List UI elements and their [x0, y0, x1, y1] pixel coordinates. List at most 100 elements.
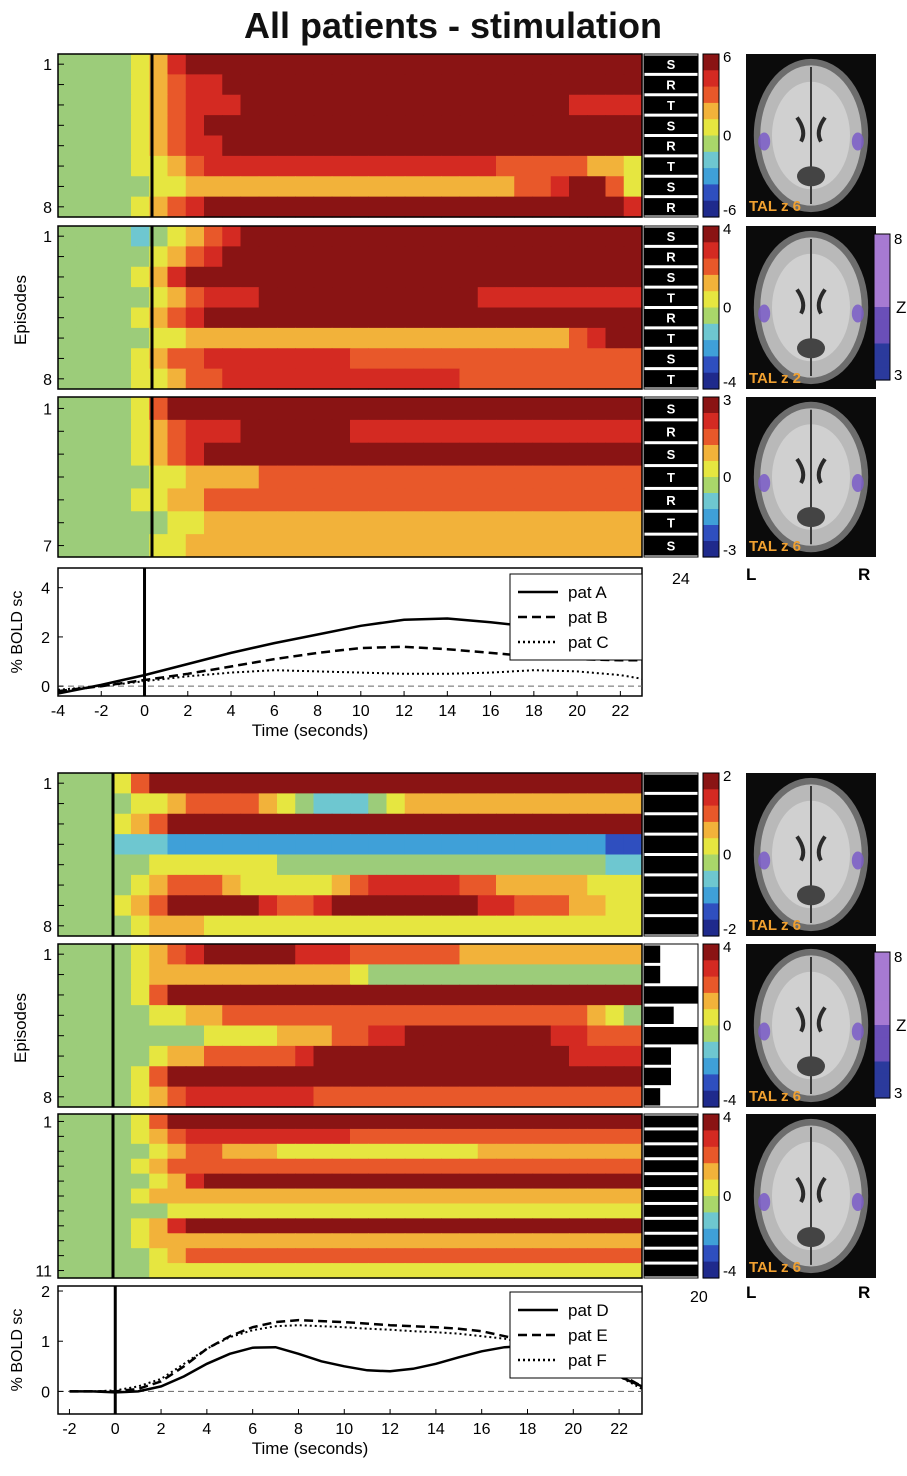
z-colorbar-segment [874, 1061, 890, 1075]
heat-cell [404, 813, 424, 835]
colorbar-tick-label: -4 [723, 374, 736, 391]
heat-cell [112, 226, 132, 247]
colorbar-segment [703, 1179, 719, 1189]
heat-cell [222, 246, 242, 268]
heat-cell [605, 54, 625, 75]
heat-cell [386, 1158, 406, 1175]
heat-cell [368, 1086, 388, 1108]
heat-cell [240, 1263, 260, 1279]
heat-cell [386, 368, 406, 390]
heat-cell [295, 1143, 315, 1160]
heat-cell [222, 1045, 242, 1067]
heat-cell [258, 155, 278, 177]
heat-cell [441, 1173, 461, 1190]
heat-cell [112, 511, 132, 535]
heat-cell [240, 813, 260, 835]
heat-cell [331, 854, 351, 876]
heat-cell [569, 135, 588, 157]
heat-cell [496, 196, 515, 218]
heat-cell [131, 135, 150, 157]
heat-cell [277, 397, 296, 421]
heat-cell [550, 984, 570, 1006]
heat-cell [514, 1218, 534, 1234]
heat-cell [112, 348, 132, 370]
heat-cell [167, 964, 187, 986]
heat-cell [185, 854, 205, 876]
heat-cell [295, 793, 315, 815]
heat-cell [423, 397, 442, 421]
heat-cell [605, 1263, 625, 1279]
heat-cell [222, 465, 242, 490]
x-tick-label: 18 [519, 1421, 537, 1438]
heat-cell [605, 895, 625, 917]
heat-cell [477, 74, 497, 96]
heat-cell [623, 155, 643, 177]
heat-cell [477, 1203, 497, 1219]
heat-cell [94, 1114, 114, 1130]
heat-cell [313, 834, 333, 856]
heat-cell [550, 1086, 570, 1108]
heat-cell [222, 348, 242, 370]
heat-cell [350, 397, 369, 421]
heat-cell [569, 511, 588, 535]
heat-cell [222, 196, 242, 218]
heat-cell [204, 534, 223, 558]
heat-cell [423, 834, 442, 856]
heat-cell [459, 266, 479, 288]
heat-cell [605, 915, 625, 937]
brain-posterior [797, 338, 825, 359]
heat-cell [623, 1188, 643, 1205]
heat-cell [331, 348, 351, 370]
heat-cell [532, 1263, 552, 1279]
heat-cell [514, 874, 534, 896]
heat-cell [587, 944, 607, 965]
heat-cell [459, 307, 479, 329]
heat-cell [496, 1025, 515, 1047]
colorbar-segment [703, 1204, 719, 1213]
colorbar-segment [703, 960, 719, 970]
heat-cell [386, 895, 406, 917]
heat-cell [185, 155, 205, 177]
heat-cell [295, 1114, 315, 1130]
colorbar-segment [703, 54, 719, 63]
heat-cell [331, 1143, 351, 1160]
heat-cell [496, 135, 515, 157]
heat-cell [459, 1005, 479, 1027]
heat-cell [550, 1025, 570, 1047]
heat-cell [240, 1005, 260, 1027]
colorbar-segment [703, 525, 719, 534]
episode-bar [644, 309, 698, 327]
heat-cell [295, 1173, 315, 1190]
heat-cell [240, 155, 260, 177]
heat-cell [167, 287, 187, 309]
heat-cell [605, 397, 625, 421]
heat-cell [185, 1218, 205, 1234]
heat-cell [167, 1005, 187, 1027]
heat-cell [459, 1045, 479, 1067]
heat-cell [149, 1025, 169, 1047]
heat-cell [386, 793, 406, 815]
heat-cell [587, 834, 607, 856]
brain-ventricles [795, 835, 827, 862]
heat-cell [550, 1233, 570, 1249]
heat-cell [58, 368, 77, 390]
heat-cell [331, 1025, 351, 1047]
heat-cell [240, 1233, 260, 1249]
heat-cell [277, 915, 296, 937]
x-tick-label: 20 [568, 703, 586, 720]
heat-cell [204, 307, 223, 329]
heat-cell [423, 793, 442, 815]
heat-cell [313, 1203, 333, 1219]
heat-cell [623, 1128, 643, 1145]
heat-cell [404, 984, 424, 1006]
heat-cell [441, 1045, 461, 1067]
heat-cell [277, 54, 296, 75]
heat-cell [149, 155, 169, 177]
colorbar-segment [703, 549, 719, 558]
heat-cell [222, 226, 242, 247]
heat-cell [222, 488, 242, 512]
heat-cell [441, 1218, 461, 1234]
colorbar-segment [703, 821, 719, 831]
heat-cell [386, 419, 406, 444]
z-colorbar-segment [874, 1073, 890, 1087]
